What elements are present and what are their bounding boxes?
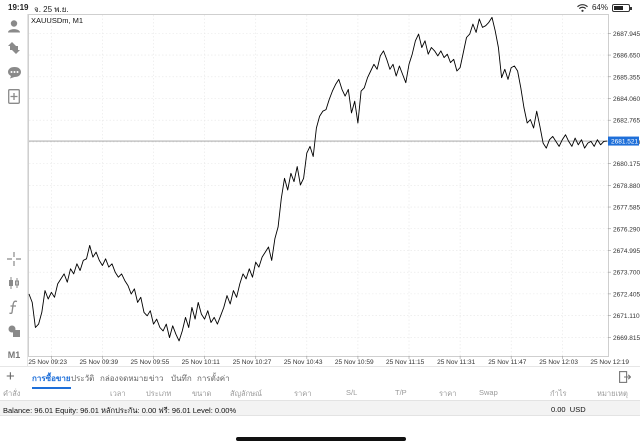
tab-trade[interactable]: การซื้อขาย: [32, 372, 71, 389]
x-tick-label: 25 Nov 11:47: [488, 359, 527, 366]
y-tick-label: 2669.815: [613, 335, 640, 342]
column-tp: T/P: [395, 388, 407, 397]
indicators-icon[interactable]: [4, 297, 24, 317]
chart-frame: [28, 14, 609, 357]
bottom-tabs: + การซื้อขาย ประวัติ กล่องจดหมาย ข่าว บั…: [0, 366, 640, 389]
y-tick-label: 2671.110: [613, 313, 640, 320]
y-tick-label: 2687.945: [613, 31, 640, 38]
current-price-label: 2681.521: [611, 138, 638, 145]
account-icon[interactable]: [4, 16, 24, 36]
tab-news[interactable]: ข่าว: [149, 374, 164, 383]
x-tick-label: 25 Nov 12:03: [539, 359, 578, 366]
battery-icon: [612, 3, 632, 12]
tab-settings[interactable]: การตั้งค่า: [197, 374, 230, 383]
wifi-icon: [577, 3, 588, 12]
x-tick-label: 25 Nov 09:55: [131, 359, 170, 366]
status-bar: 19:19 จ. 25 พ.ย. 64%: [0, 0, 640, 14]
tab-mailbox[interactable]: กล่องจดหมาย: [100, 374, 149, 383]
total-profit: 0.00 USD: [551, 405, 586, 414]
objects-icon[interactable]: [4, 321, 24, 341]
timeframe-button[interactable]: M1: [7, 350, 21, 360]
column-comment: หมายเหตุ: [597, 389, 628, 398]
plus-icon[interactable]: +: [6, 368, 15, 385]
left-toolbar: M1: [0, 14, 28, 366]
battery-level: [614, 5, 623, 10]
column-profit: กำไร: [550, 389, 567, 398]
new-order-icon[interactable]: [4, 86, 24, 106]
tab-journal[interactable]: บันทึก: [171, 374, 192, 383]
x-tick-label: 25 Nov 12:19: [590, 359, 629, 366]
price-chart[interactable]: 2687.945 2686.650 2685.355 2684.060 2682.765…: [28, 14, 640, 366]
status-date: จ. 25 พ.ย.: [34, 5, 69, 14]
x-tick-label: 25 Nov 10:43: [284, 359, 323, 366]
y-tick-label: 2672.405: [613, 291, 640, 298]
column-size: ขนาด: [192, 389, 212, 398]
column-time: เวลา: [110, 389, 126, 398]
column-symbol: สัญลักษณ์: [230, 389, 263, 398]
total-profit-value: 0.00: [551, 405, 566, 414]
total-profit-currency: USD: [569, 405, 586, 414]
y-tick-label: 2682.765: [613, 118, 640, 125]
x-tick-label: 25 Nov 11:31: [437, 359, 476, 366]
y-tick-label: 2673.700: [613, 270, 640, 277]
x-tick-label: 25 Nov 09:23: [28, 359, 67, 366]
chart-canvas[interactable]: 2687.945 2686.650 2685.355 2684.060 2682.765…: [28, 14, 640, 366]
x-tick-label: 25 Nov 10:27: [233, 359, 272, 366]
y-tick-label: 2685.355: [613, 74, 640, 81]
column-swap: Swap: [479, 388, 498, 397]
tab-history[interactable]: ประวัติ: [71, 374, 95, 383]
y-tick-label: 2678.880: [613, 183, 640, 190]
x-tick-label: 25 Nov 11:15: [386, 359, 425, 366]
positions-column-header: คำสั่ง เวลา ประเภท ขนาด สัญลักษณ์ ราคา S…: [0, 386, 640, 400]
column-price: ราคา: [294, 389, 312, 398]
chart-symbol-label: XAUUSDm, M1: [31, 16, 84, 25]
column-sl: S/L: [346, 388, 358, 397]
trade-icon[interactable]: [4, 38, 24, 58]
balance-bar: Balance: 96.01 Equity: 96.01 หลักประกัน:…: [0, 400, 640, 416]
chat-icon[interactable]: [4, 62, 24, 82]
y-tick-label: 2676.290: [613, 226, 640, 233]
home-indicator[interactable]: [236, 437, 406, 441]
x-tick-label: 25 Nov 10:11: [182, 359, 221, 366]
battery-percent: 64%: [591, 3, 608, 12]
status-time: 19:19: [8, 3, 29, 12]
status-right: 64%: [577, 3, 632, 12]
x-tick-label: 25 Nov 10:59: [335, 359, 374, 366]
balance-summary: Balance: 96.01 Equity: 96.01 หลักประกัน:…: [3, 406, 237, 415]
crosshair-icon[interactable]: [4, 249, 24, 269]
y-tick-label: 2677.585: [613, 205, 640, 212]
candles-icon[interactable]: [4, 273, 24, 293]
column-order: คำสั่ง: [3, 389, 21, 398]
y-tick-label: 2680.175: [613, 161, 640, 168]
column-current-price: ราคา: [439, 389, 457, 398]
x-tick-label: 25 Nov 09:39: [79, 359, 118, 366]
y-tick-label: 2684.060: [613, 96, 640, 103]
current-price-tag: [608, 136, 639, 146]
price-series-line: [28, 16, 608, 342]
y-tick-label: 2674.995: [613, 248, 640, 255]
export-icon[interactable]: [619, 370, 632, 388]
column-type: ประเภท: [146, 389, 172, 398]
y-tick-label: 2686.650: [613, 53, 640, 60]
